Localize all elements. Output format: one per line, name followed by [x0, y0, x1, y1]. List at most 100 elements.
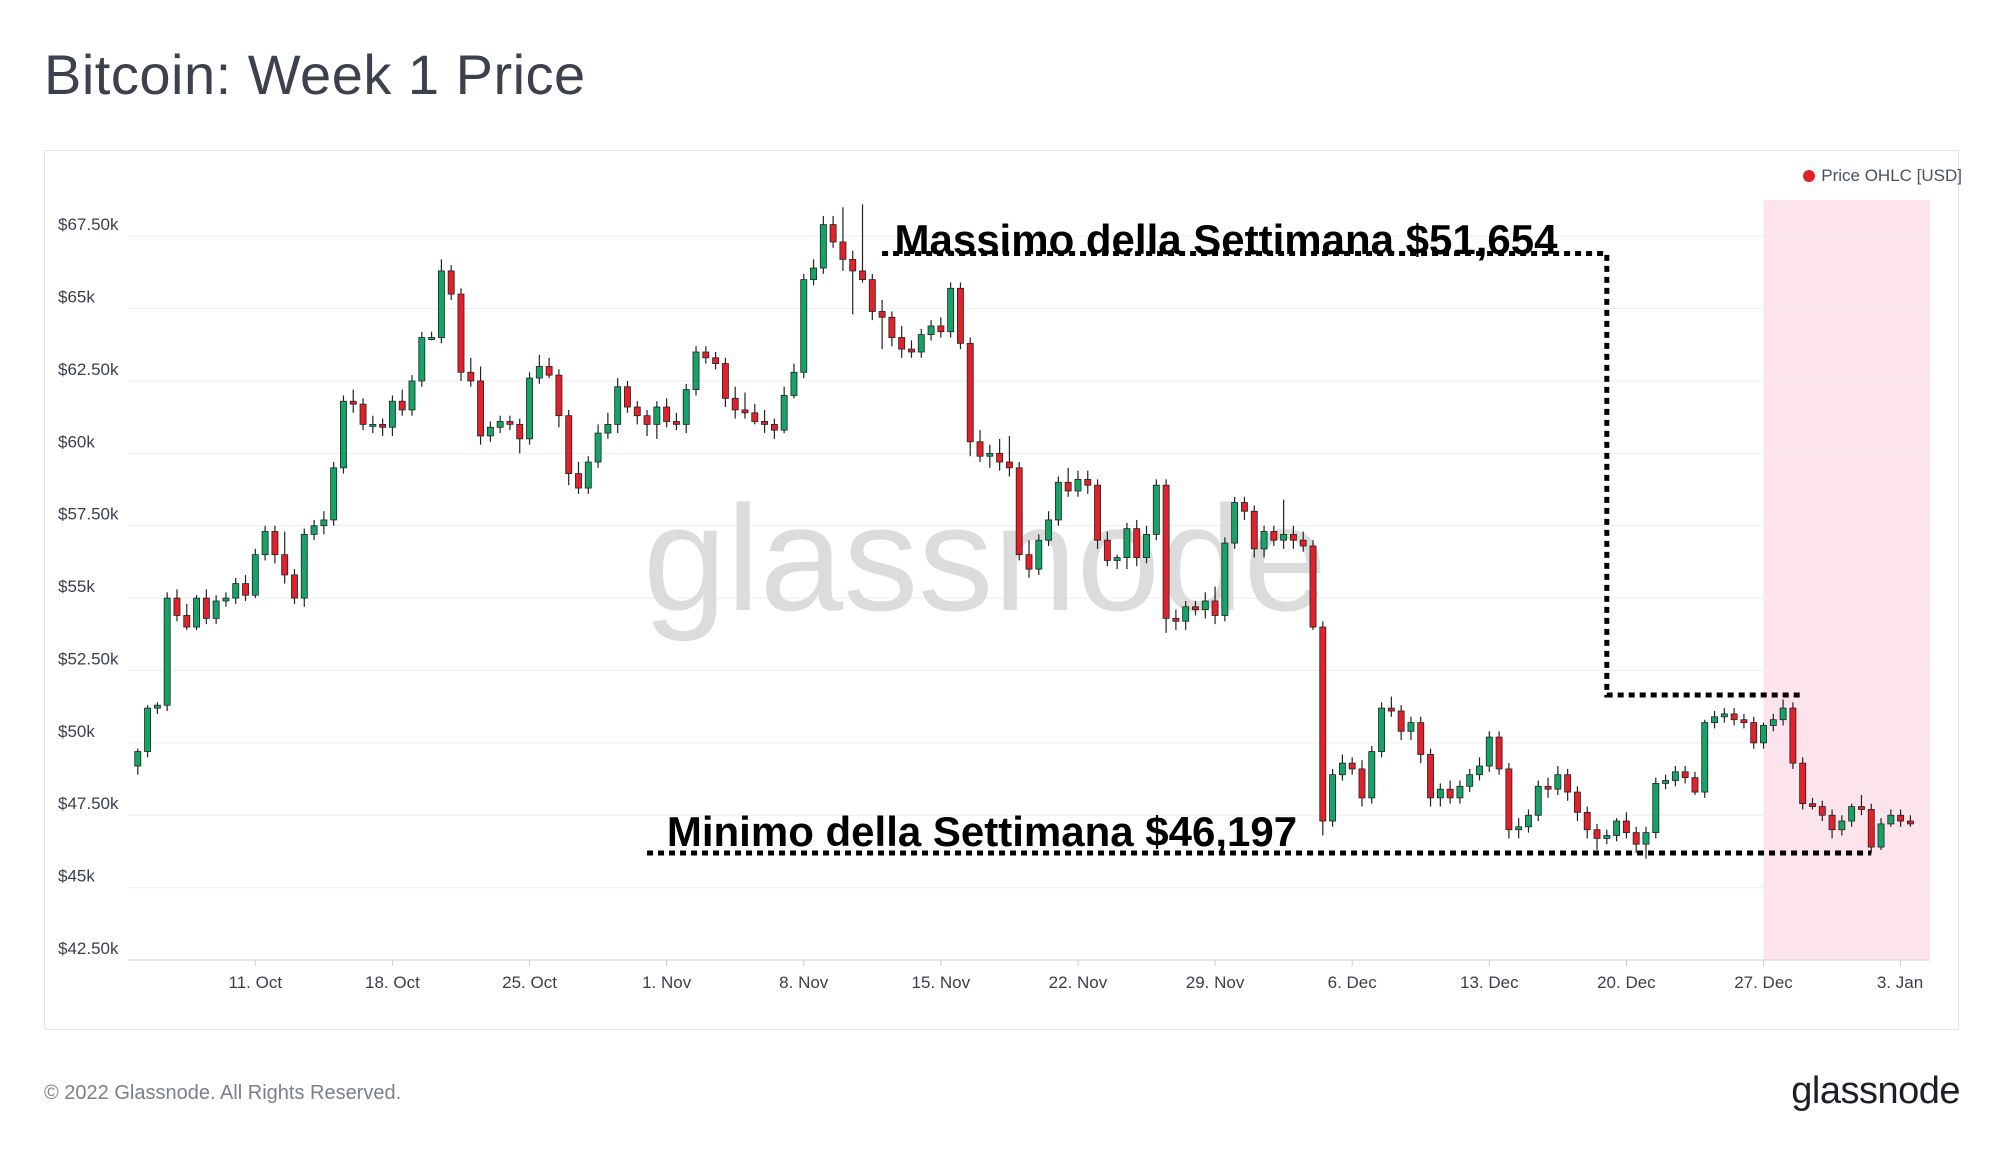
candle-body	[868, 279, 876, 312]
candle	[1368, 745, 1376, 804]
candle-body	[496, 421, 504, 428]
candle-body	[1446, 788, 1454, 799]
candle	[1593, 823, 1601, 850]
candle	[271, 525, 279, 564]
candle-body	[751, 412, 759, 422]
candle-body	[202, 597, 210, 619]
candle	[1329, 768, 1337, 827]
candle	[545, 357, 553, 379]
candle-body	[663, 406, 671, 422]
candle	[1495, 731, 1503, 775]
candle-body	[1573, 791, 1581, 813]
candle-body	[1897, 814, 1905, 822]
candle-body	[1368, 751, 1376, 799]
candle	[1505, 763, 1513, 839]
candle	[1622, 812, 1630, 839]
candle-body	[614, 386, 622, 425]
candle	[937, 317, 945, 338]
candle-body	[193, 597, 200, 628]
candle-body	[281, 554, 289, 576]
candle	[1015, 462, 1023, 561]
candle-body	[1534, 785, 1542, 816]
candle	[1838, 815, 1846, 836]
candle-body	[437, 270, 445, 338]
annotation-weekly-high: Massimo della Settimana $51,654	[895, 216, 1559, 263]
candle-body	[653, 406, 661, 425]
x-tick-label: 1. Nov	[642, 973, 692, 992]
candle-body	[604, 423, 612, 434]
gridlines	[128, 235, 1930, 961]
candle-body	[1720, 713, 1728, 718]
candle	[1476, 757, 1483, 781]
candle	[1250, 505, 1258, 558]
y-tick-label: $45k	[58, 867, 95, 886]
candle-body	[1152, 484, 1160, 535]
candle	[1760, 722, 1767, 749]
candle-body	[1906, 820, 1914, 825]
candle-body	[1231, 502, 1239, 544]
candle	[1427, 748, 1434, 807]
candle	[1720, 708, 1728, 723]
candle-body	[535, 366, 543, 379]
candle-body	[1250, 510, 1258, 550]
candle-body	[261, 531, 269, 556]
annotation-weekly-low: Minimo della Settimana $46,197	[667, 808, 1297, 855]
candle	[418, 331, 426, 387]
brand-logo[interactable]: glassnode	[1791, 1070, 1960, 1112]
candle-body	[1348, 762, 1356, 770]
candle	[790, 363, 798, 399]
candle-body	[1603, 835, 1611, 839]
candle-body	[1103, 539, 1111, 561]
candle	[819, 215, 827, 274]
candle	[624, 380, 631, 413]
candle	[1681, 766, 1689, 784]
candle	[183, 603, 191, 630]
candle	[359, 398, 367, 431]
candle-body	[369, 423, 377, 427]
candle-body	[829, 224, 837, 243]
candle	[202, 589, 210, 625]
candle-body	[1270, 531, 1278, 541]
candle	[682, 383, 690, 434]
candle-body	[1711, 716, 1718, 723]
candle	[1485, 731, 1493, 772]
candle	[1064, 467, 1072, 497]
x-tick-label: 25. Oct	[502, 973, 557, 992]
candle	[310, 519, 318, 541]
candle-body	[1848, 806, 1856, 822]
candle-body	[575, 473, 582, 489]
candle	[1241, 496, 1248, 520]
candle	[1397, 705, 1405, 740]
candle-body	[957, 287, 964, 344]
x-tick-label: 11. Oct	[229, 973, 283, 992]
candle	[1642, 826, 1650, 859]
candle-body	[447, 270, 455, 295]
legend-marker	[1803, 170, 1816, 182]
x-tick-label: 18. Oct	[365, 973, 420, 992]
candle-body	[1652, 782, 1660, 834]
candle	[1818, 800, 1826, 822]
copyright-footer: © 2022 Glassnode. All Rights Reserved.	[44, 1082, 402, 1104]
candle	[300, 528, 308, 607]
candle	[976, 430, 984, 463]
x-tick-label: 20. Dec	[1597, 973, 1656, 992]
candle-body	[516, 423, 524, 440]
candle	[643, 409, 651, 436]
candle-body	[173, 597, 181, 616]
candle-body	[565, 415, 573, 475]
candle-body	[1074, 478, 1082, 492]
candle-body	[1515, 826, 1523, 831]
candle-body	[1113, 557, 1121, 561]
candle	[1583, 806, 1591, 839]
candle-body	[1280, 534, 1288, 541]
y-tick-label: $42.50k	[58, 939, 119, 958]
candle	[1779, 699, 1787, 726]
x-axis: 11. Oct 18. Oct 25. Oct 1. Nov 8. Nov 15. Nov…	[128, 959, 1930, 992]
x-tick-label: 13. Dec	[1460, 973, 1519, 992]
candle	[1182, 600, 1190, 630]
chart-legend[interactable]: Price OHLC [USD]	[1803, 166, 1962, 186]
candle	[1554, 766, 1562, 795]
candle	[1789, 702, 1797, 769]
candle	[1035, 534, 1043, 575]
candle-body	[526, 377, 533, 440]
